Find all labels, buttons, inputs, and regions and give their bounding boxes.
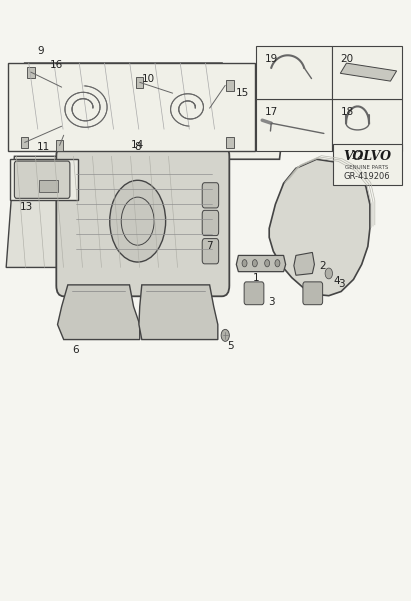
Text: 4: 4	[334, 276, 340, 285]
Bar	[8, 63, 255, 151]
Text: 11: 11	[37, 142, 50, 152]
Bar	[226, 80, 234, 91]
Text: 1: 1	[252, 273, 259, 282]
Circle shape	[252, 260, 257, 267]
Bar	[39, 180, 58, 192]
Circle shape	[275, 260, 280, 267]
Circle shape	[242, 260, 247, 267]
Text: 7: 7	[206, 242, 213, 251]
Polygon shape	[139, 285, 218, 340]
Bar	[333, 144, 402, 185]
Text: GR-419206: GR-419206	[344, 172, 390, 181]
Polygon shape	[58, 285, 140, 340]
Text: 13: 13	[20, 202, 33, 212]
Polygon shape	[6, 156, 177, 267]
Text: 2: 2	[319, 261, 326, 270]
Text: 9: 9	[38, 46, 44, 56]
Text: 8: 8	[134, 142, 141, 152]
FancyBboxPatch shape	[202, 183, 219, 208]
Polygon shape	[236, 255, 286, 272]
Bar	[226, 137, 234, 148]
Bar	[332, 99, 402, 151]
FancyBboxPatch shape	[14, 161, 70, 198]
Bar	[56, 140, 63, 151]
Text: 16: 16	[50, 60, 63, 70]
Text: 15: 15	[236, 88, 249, 98]
Text: 14: 14	[131, 141, 144, 150]
FancyBboxPatch shape	[202, 210, 219, 236]
Bar	[256, 46, 332, 99]
Polygon shape	[340, 63, 397, 81]
Text: 3: 3	[338, 279, 344, 288]
Text: 10: 10	[141, 75, 155, 84]
Text: 3: 3	[268, 297, 275, 307]
Circle shape	[265, 260, 270, 267]
Text: 18: 18	[341, 107, 354, 117]
FancyBboxPatch shape	[303, 282, 323, 305]
Polygon shape	[294, 252, 314, 275]
Polygon shape	[16, 63, 222, 129]
FancyBboxPatch shape	[202, 239, 219, 264]
Polygon shape	[74, 90, 288, 159]
FancyBboxPatch shape	[56, 145, 229, 296]
Text: 12: 12	[351, 151, 364, 161]
Text: 17: 17	[265, 107, 278, 117]
Polygon shape	[269, 159, 370, 296]
Circle shape	[325, 268, 332, 279]
FancyBboxPatch shape	[244, 282, 264, 305]
Bar	[21, 137, 28, 148]
Text: 6: 6	[73, 345, 79, 355]
Bar	[136, 77, 143, 88]
Text: GENUINE PARTS: GENUINE PARTS	[345, 165, 389, 169]
Bar	[10, 159, 78, 200]
Text: 5: 5	[228, 341, 234, 351]
Text: VOLVO: VOLVO	[343, 150, 391, 163]
Circle shape	[221, 329, 229, 341]
Bar	[256, 99, 332, 151]
Circle shape	[110, 180, 166, 262]
Bar	[332, 46, 402, 99]
Text: 20: 20	[341, 54, 354, 64]
Text: 19: 19	[265, 54, 278, 64]
Bar	[27, 67, 35, 78]
